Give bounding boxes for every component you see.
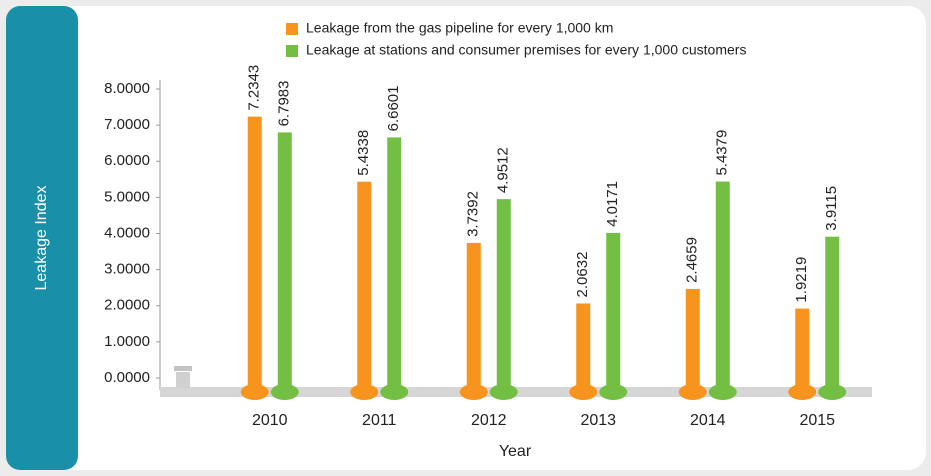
value-label: 2.4659 xyxy=(684,237,701,283)
x-tick-label: 2013 xyxy=(580,412,616,429)
y-tick-label: 5.0000 xyxy=(104,188,150,205)
value-label: 6.7983 xyxy=(276,81,293,127)
pipe-joint xyxy=(679,384,707,400)
pipe-joint xyxy=(709,384,737,400)
bar xyxy=(716,182,730,390)
y-tick-label: 4.0000 xyxy=(104,224,150,241)
bar xyxy=(825,237,839,390)
x-axis-title: Year xyxy=(499,443,532,460)
value-label: 5.4379 xyxy=(714,130,731,176)
legend-label: Leakage at stations and consumer premise… xyxy=(306,42,746,58)
pipe-joint xyxy=(788,384,816,400)
bar xyxy=(497,199,511,390)
pipe-joint xyxy=(569,384,597,400)
x-tick-label: 2012 xyxy=(471,412,507,429)
value-label: 1.9219 xyxy=(793,257,810,303)
bar xyxy=(576,303,590,390)
value-label: 4.9512 xyxy=(495,147,512,193)
y-tick-label: 3.0000 xyxy=(104,261,150,278)
bar xyxy=(248,117,262,390)
legend-label: Leakage from the gas pipeline for every … xyxy=(306,20,613,36)
pipe-joint xyxy=(818,384,846,400)
y-tick-label: 8.0000 xyxy=(104,80,150,97)
y-axis-title: Leakage Index xyxy=(33,186,50,291)
y-tick-label: 6.0000 xyxy=(104,152,150,169)
legend-swatch xyxy=(286,23,298,35)
pipe-joint xyxy=(241,384,269,400)
y-tick-label: 0.0000 xyxy=(104,369,150,386)
value-label: 3.9115 xyxy=(823,186,840,231)
x-tick-label: 2010 xyxy=(252,412,288,429)
x-tick-label: 2011 xyxy=(362,412,397,429)
bar xyxy=(686,289,700,390)
bar xyxy=(795,309,809,390)
pipe-joint xyxy=(271,384,299,400)
value-label: 2.0632 xyxy=(574,252,591,298)
y-tick-label: 7.0000 xyxy=(104,116,150,133)
y-tick-label: 1.0000 xyxy=(104,333,150,350)
chart: Leakage Index Year 0.0000 1.0000 2.0000 3.0… xyxy=(0,0,931,476)
legend-swatch xyxy=(286,45,298,57)
value-label: 4.0171 xyxy=(604,181,621,227)
bar xyxy=(278,132,292,390)
y-tick-label: 2.0000 xyxy=(104,297,150,314)
bar xyxy=(387,137,401,390)
value-label: 5.4338 xyxy=(355,130,372,176)
valve-handle xyxy=(174,366,192,371)
value-label: 3.7392 xyxy=(465,191,482,237)
bar xyxy=(606,233,620,390)
pipe-joint xyxy=(599,384,627,400)
x-tick-label: 2014 xyxy=(690,412,726,429)
pipe-joint xyxy=(380,384,408,400)
card xyxy=(50,6,926,470)
value-label: 6.6601 xyxy=(385,86,402,132)
pipe-joint xyxy=(490,384,518,400)
pipe-joint xyxy=(460,384,488,400)
pipe-joint xyxy=(350,384,378,400)
value-label: 7.2343 xyxy=(246,65,263,111)
bar xyxy=(357,182,371,390)
x-tick-label: 2015 xyxy=(799,412,835,429)
bar xyxy=(467,243,481,390)
valve xyxy=(176,372,190,388)
